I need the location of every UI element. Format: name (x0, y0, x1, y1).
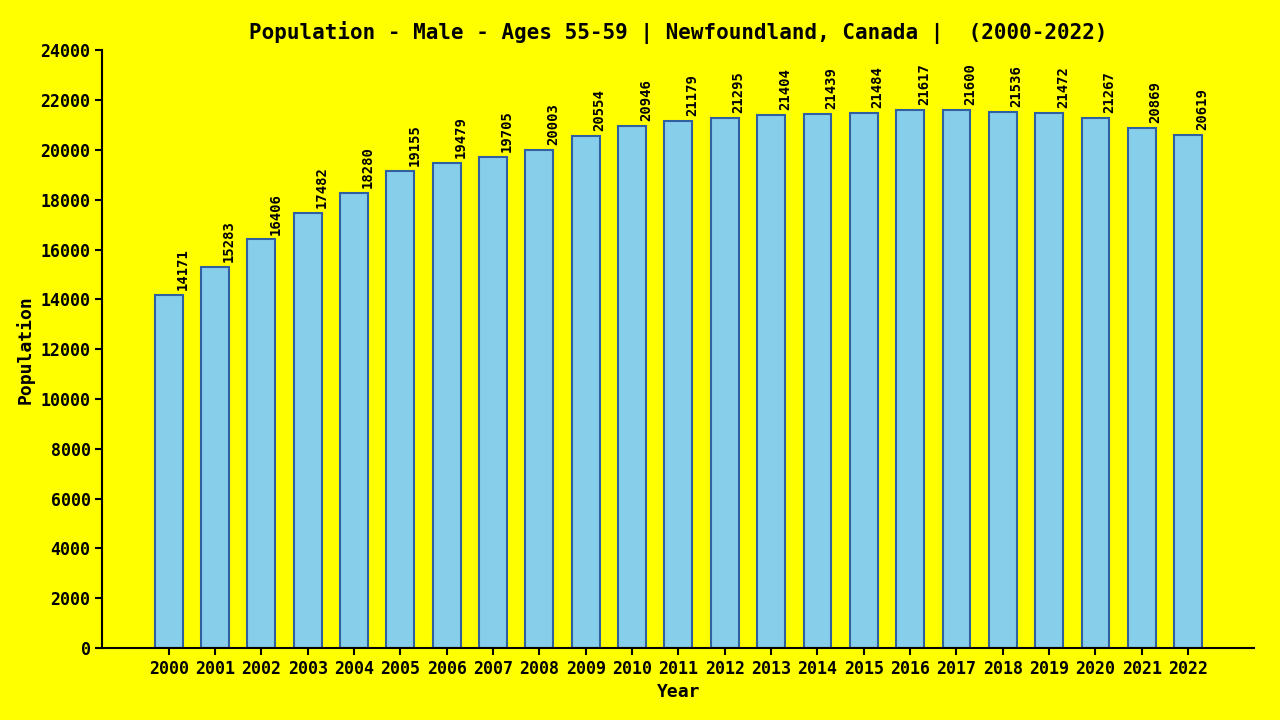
Bar (155, 295, 183, 648)
Bar (526, 150, 553, 648)
Text: 20554: 20554 (593, 89, 607, 131)
Text: 21617: 21617 (916, 63, 931, 104)
Bar (433, 163, 461, 648)
Text: 20003: 20003 (547, 103, 561, 145)
Bar (247, 240, 275, 648)
Bar (989, 112, 1016, 648)
Text: 15283: 15283 (221, 220, 236, 263)
Bar (387, 171, 415, 648)
Bar (710, 118, 739, 648)
Text: 21295: 21295 (732, 71, 746, 113)
Text: 16406: 16406 (269, 193, 283, 235)
X-axis label: Year: Year (657, 683, 700, 701)
Bar (942, 110, 970, 648)
Bar (479, 158, 507, 648)
Bar (758, 115, 785, 648)
Bar (1174, 135, 1202, 648)
Text: 20946: 20946 (639, 80, 653, 122)
Text: 21472: 21472 (1056, 66, 1070, 109)
Text: 19479: 19479 (453, 116, 467, 158)
Bar (1036, 113, 1062, 648)
Text: 21267: 21267 (1102, 71, 1116, 114)
Text: 21439: 21439 (824, 67, 838, 109)
Text: 21484: 21484 (870, 66, 884, 108)
Bar (572, 136, 599, 648)
Text: 21179: 21179 (685, 73, 699, 116)
Bar (294, 212, 321, 648)
Bar (201, 267, 229, 648)
Bar (1082, 119, 1110, 648)
Bar (804, 114, 831, 648)
Bar (1128, 128, 1156, 648)
Text: 14171: 14171 (175, 248, 189, 290)
Text: 17482: 17482 (315, 166, 329, 207)
Bar (664, 121, 692, 648)
Text: 18280: 18280 (361, 146, 375, 188)
Bar (618, 127, 646, 648)
Title: Population - Male - Ages 55-59 | Newfoundland, Canada |  (2000-2022): Population - Male - Ages 55-59 | Newfoun… (250, 22, 1107, 45)
Text: 19155: 19155 (407, 124, 421, 166)
Text: 21404: 21404 (778, 68, 792, 110)
Text: 21536: 21536 (1010, 65, 1024, 107)
Bar (896, 109, 924, 648)
Bar (340, 193, 367, 648)
Bar (850, 113, 878, 648)
Text: 21600: 21600 (964, 63, 978, 105)
Text: 20619: 20619 (1196, 88, 1210, 130)
Y-axis label: Population: Population (17, 294, 35, 404)
Text: 20869: 20869 (1148, 81, 1162, 123)
Text: 19705: 19705 (500, 110, 515, 153)
